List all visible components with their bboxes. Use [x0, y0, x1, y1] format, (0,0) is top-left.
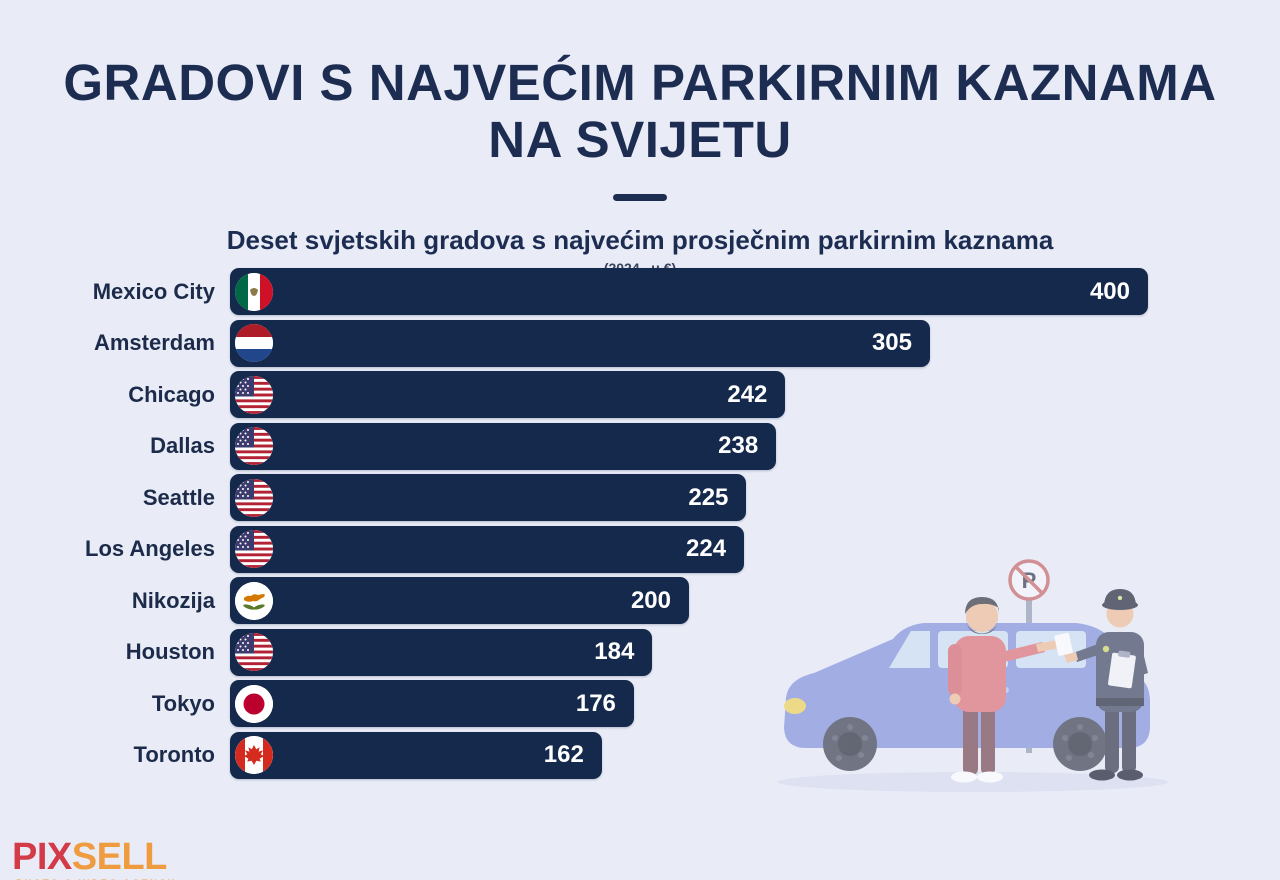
page-title-line1: GRADOVI S NAJVEĆIM PARKIRNIM KAZNAMA [63, 54, 1217, 111]
bar-value: 200 [630, 586, 671, 614]
row-label: Houston [125, 639, 215, 664]
police-officer-figure [1064, 589, 1148, 781]
row-label: Dallas [150, 433, 215, 458]
flag-usa-icon [235, 375, 273, 414]
chart-row: Seattle 225 [0, 474, 1280, 521]
chart-subtitle: Deset svjetskih gradova s najvećim prosj… [226, 225, 1054, 256]
chart-row: Los Angeles 224 [0, 525, 1280, 573]
flag-usa-icon [235, 478, 273, 517]
row-label: Mexico City [92, 278, 215, 304]
flag-usa-icon [235, 530, 273, 568]
header: GRADOVI S NAJVEĆIM PARKIRNIM KAZNAMA NA … [0, 0, 1280, 276]
logo-pix: PIX [12, 836, 72, 878]
row-bar: 225 [230, 474, 747, 521]
ticket-paper [1054, 632, 1073, 656]
chart-row: Houston 184 [0, 628, 1280, 676]
flag-mexico-icon [235, 272, 273, 311]
bar-chart: Mexico City 400 Amsterdam 305 Chicago 24… [0, 268, 1280, 783]
bar-value: 225 [688, 483, 729, 511]
row-bar: 238 [230, 422, 777, 470]
flag-canada-icon [235, 736, 273, 774]
row-label: Toronto [133, 742, 215, 767]
row-label: Nikozija [131, 587, 215, 613]
chart-row: Toronto 162 [0, 731, 1280, 779]
row-bar: 176 [230, 680, 634, 727]
row-label: Tokyo [151, 690, 215, 716]
row-label: Los Angeles [85, 536, 215, 561]
pixsell-logo: PIXSELL PHOTO & VIDEO AGENCY [12, 838, 176, 880]
bar-value: 238 [718, 432, 759, 459]
row-bar: 305 [230, 319, 930, 367]
flag-netherlands-icon [235, 324, 273, 362]
row-bar: 184 [230, 628, 653, 676]
bar-value: 242 [727, 380, 768, 408]
row-label: Amsterdam [93, 330, 215, 355]
row-bar: 242 [230, 371, 786, 418]
row-bar: 400 [230, 268, 1148, 315]
row-label: Seattle [142, 484, 215, 510]
ground-shadow [778, 772, 1168, 792]
logo-sell: SELL [71, 836, 168, 878]
chart-row: Amsterdam 305 [0, 319, 1280, 367]
page-title-line2: NA SVIJETU [488, 111, 792, 169]
parking-ticket-illustration: P [778, 559, 1168, 792]
flag-usa-icon [235, 633, 273, 671]
bar-value: 224 [686, 535, 727, 562]
flag-cyprus-icon [235, 581, 273, 620]
chart-row: Dallas 238 [0, 422, 1280, 470]
bar-value: 400 [1089, 277, 1130, 305]
bar-value: 184 [594, 638, 635, 665]
bar-value: 176 [575, 689, 616, 717]
chart-row: Mexico City 400 [0, 268, 1280, 315]
bar-value: 162 [543, 741, 584, 768]
bar-value: 305 [871, 329, 912, 356]
logo-tagline: PHOTO & VIDEO AGENCY [16, 878, 176, 880]
title-divider [613, 194, 667, 202]
chart-row: Tokyo 176 [0, 680, 1280, 727]
row-bar: 200 [230, 577, 689, 624]
driver-figure [948, 597, 1060, 783]
chart-row: Chicago 242 [0, 371, 1280, 418]
chart-row: Nikozija 200 [0, 577, 1280, 624]
flag-japan-icon [235, 684, 273, 723]
row-label: Chicago [128, 381, 215, 407]
row-bar: 162 [230, 731, 602, 779]
row-bar: 224 [230, 525, 745, 573]
flag-usa-icon [235, 427, 273, 465]
